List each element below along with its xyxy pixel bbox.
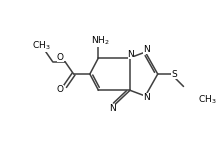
Text: N: N: [143, 45, 150, 54]
Text: NH$_2$: NH$_2$: [91, 34, 110, 47]
Text: N: N: [143, 93, 150, 102]
Text: CH$_3$: CH$_3$: [32, 39, 50, 52]
Text: S: S: [171, 70, 177, 79]
Text: O: O: [57, 85, 64, 94]
Text: N: N: [109, 104, 116, 113]
Text: N: N: [128, 50, 134, 59]
Text: CH$_3$: CH$_3$: [198, 94, 216, 106]
Text: O: O: [57, 53, 64, 62]
